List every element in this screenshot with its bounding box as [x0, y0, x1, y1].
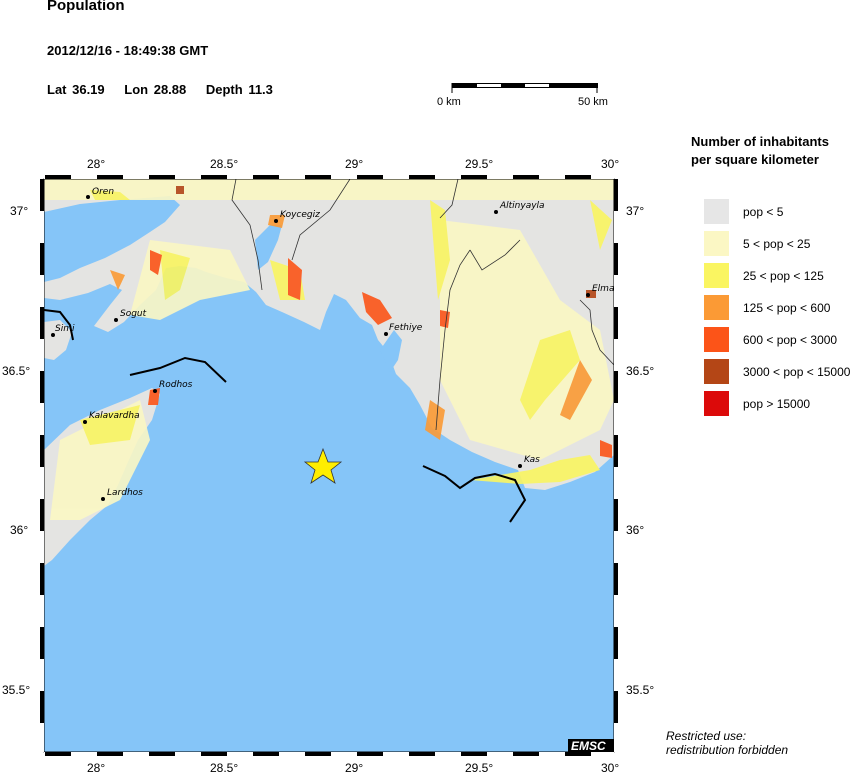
city-altinyayla: Altinyayla — [494, 201, 545, 214]
scale-start-label: 0 km — [437, 96, 461, 108]
city-elma: Elma — [586, 284, 614, 297]
svg-text:Lardhos: Lardhos — [107, 488, 143, 498]
svg-text:30°: 30° — [601, 157, 619, 171]
restricted-line2: redistribution forbidden — [666, 743, 789, 757]
svg-text:35.5°: 35.5° — [2, 683, 30, 697]
svg-text:EMSC: EMSC — [571, 739, 606, 753]
restricted-line1: Restricted use: — [666, 729, 747, 743]
svg-text:35.5°: 35.5° — [626, 683, 654, 697]
svg-text:Altinyayla: Altinyayla — [499, 201, 545, 211]
legend-swatch — [704, 391, 729, 416]
longitude: Lon 28.88 — [124, 82, 187, 97]
svg-text:Kalavardha: Kalavardha — [89, 411, 140, 421]
svg-text:Rodhos: Rodhos — [159, 380, 193, 390]
legend-swatch — [704, 359, 729, 384]
legend-swatch — [704, 295, 729, 320]
legend-title-line1: Number of inhabitants — [691, 134, 829, 149]
legend-title-line2: per square kilometer — [691, 152, 819, 167]
legend-item: 125 < pop < 600 — [704, 295, 830, 320]
legend-item: 3000 < pop < 15000 — [704, 359, 850, 384]
legend-label: 25 < pop < 125 — [743, 268, 824, 283]
svg-text:28°: 28° — [87, 761, 105, 775]
svg-text:29°: 29° — [345, 761, 363, 775]
lon-tick-labels: 28° 28.5° 29° 29.5° 30° 28° 28.5° 29° 29… — [87, 157, 619, 775]
svg-text:Elma: Elma — [592, 284, 614, 294]
restricted-use-note: Restricted use: redistribution forbidden — [666, 729, 788, 757]
city-oren: Oren — [86, 187, 114, 199]
city-kalavardha: Kalavardha — [83, 411, 140, 424]
svg-text:36.5°: 36.5° — [626, 364, 654, 378]
scale-end-label: 50 km — [578, 96, 608, 108]
emsc-logo: EMSC — [568, 739, 614, 753]
legend-title: Number of inhabitants per square kilomet… — [691, 133, 829, 169]
fault-lines — [44, 309, 527, 523]
legend-swatch — [704, 231, 729, 256]
legend-label: 125 < pop < 600 — [743, 300, 831, 315]
legend-label: pop < 5 — [743, 204, 784, 219]
city-sogut: Sogut — [114, 309, 147, 322]
svg-text:37°: 37° — [10, 204, 28, 218]
svg-text:Simi: Simi — [55, 324, 75, 334]
svg-text:36°: 36° — [10, 523, 28, 537]
city-rodhos: Rodhos — [153, 380, 193, 393]
event-datetime: 2012/12/16 - 18:49:38 GMT — [47, 43, 209, 58]
svg-text:28°: 28° — [87, 157, 105, 171]
svg-text:28.5°: 28.5° — [210, 157, 238, 171]
legend-item: 25 < pop < 125 — [704, 263, 824, 288]
city-fethiye: Fethiye — [384, 323, 423, 336]
svg-text:29.5°: 29.5° — [465, 761, 493, 775]
city-koycegiz: Koycegiz — [274, 210, 320, 223]
legend-item: 5 < pop < 25 — [704, 231, 810, 256]
legend-label: 5 < pop < 25 — [743, 236, 811, 251]
city-lardhos: Lardhos — [101, 488, 143, 501]
latitude: Lat 36.19 — [47, 82, 105, 97]
scale-bar: 0 km 50 km — [437, 83, 608, 108]
legend-label: pop > 15000 — [743, 396, 811, 411]
svg-text:28.5°: 28.5° — [210, 761, 238, 775]
city-kas: Kas — [518, 455, 540, 468]
svg-text:29.5°: 29.5° — [465, 157, 493, 171]
depth: Depth 11.3 — [205, 82, 273, 97]
svg-text:36.5°: 36.5° — [2, 364, 30, 378]
svg-text:29°: 29° — [345, 157, 363, 171]
city-simi: Simi — [51, 324, 75, 337]
svg-text:Fethiye: Fethiye — [389, 323, 423, 333]
svg-text:37°: 37° — [626, 204, 644, 218]
land-simi — [44, 320, 72, 360]
svg-text:Kas: Kas — [524, 455, 540, 465]
map-area[interactable]: Oren Koycegiz Altinyayla Elma Sogut Simi… — [44, 179, 614, 753]
legend-item: pop < 5 — [704, 199, 783, 224]
svg-text:30°: 30° — [601, 761, 619, 775]
legend-item: 600 < pop < 3000 — [704, 327, 837, 352]
population-density-layer — [44, 179, 614, 520]
legend-swatch — [704, 263, 729, 288]
svg-text:Oren: Oren — [92, 187, 114, 197]
lat-tick-labels: 37° 36.5° 36° 35.5° 37° 36.5° 36° 35.5° — [2, 204, 654, 697]
legend-swatch — [704, 327, 729, 352]
svg-text:36°: 36° — [626, 523, 644, 537]
map-title: Population — [47, 0, 125, 14]
legend-swatch — [704, 199, 729, 224]
gulf — [44, 196, 180, 282]
epicenter-star-icon[interactable] — [303, 447, 343, 484]
svg-text:Koycegiz: Koycegiz — [280, 210, 320, 220]
legend-label: 3000 < pop < 15000 — [743, 364, 851, 379]
admin-borders — [231, 179, 614, 431]
event-coordinates: Lat 36.19 Lon 28.88 Depth 11.3 — [47, 82, 287, 97]
svg-text:Sogut: Sogut — [120, 309, 147, 319]
legend-item: pop > 15000 — [704, 391, 810, 416]
legend-label: 600 < pop < 3000 — [743, 332, 838, 347]
cities: Oren Koycegiz Altinyayla Elma Sogut Simi… — [51, 187, 614, 501]
map-frame — [40, 175, 618, 756]
